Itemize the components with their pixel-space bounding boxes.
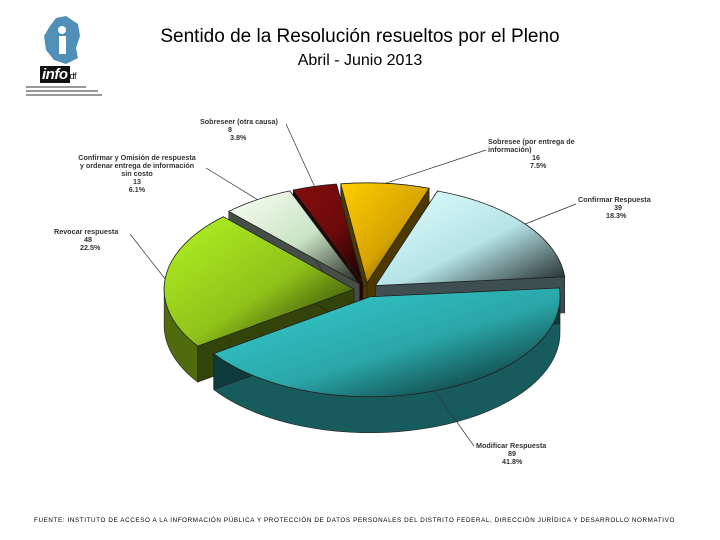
logo-wordmark: info df bbox=[40, 66, 76, 83]
label-sobreseer-otra: Sobreseer (otra causa) 8 3.8% bbox=[200, 118, 278, 142]
label-modificar-value: 89 bbox=[508, 449, 516, 458]
label-confirmar-value: 39 bbox=[614, 203, 622, 212]
logo-suffix: df bbox=[69, 71, 77, 81]
label-sobreseer-otra-line1: Sobreseer (otra causa) bbox=[200, 117, 278, 126]
label-confirmar: Confirmar Respuesta 39 18.3% bbox=[578, 196, 651, 220]
label-revocar-value: 48 bbox=[84, 235, 92, 244]
leader-line bbox=[385, 149, 487, 184]
label-omision-line1: Confirmar y Omisión de respuesta bbox=[78, 153, 196, 162]
label-modificar: Modificar Respuesta 89 41.8% bbox=[476, 442, 546, 466]
label-sobreseer-otra-value: 8 bbox=[228, 125, 232, 134]
infodf-logo: info df bbox=[26, 14, 106, 96]
label-revocar-percent: 22.5% bbox=[80, 243, 101, 252]
leader-line bbox=[205, 167, 258, 200]
label-omision-percent: 6.1% bbox=[128, 185, 146, 194]
label-omision-line3: sin costo bbox=[121, 169, 153, 178]
leader-line bbox=[129, 233, 166, 280]
label-sobresee-entrega-percent: 7.5% bbox=[530, 161, 547, 170]
chart-subtitle: Abril - Junio 2013 bbox=[297, 52, 423, 69]
pie-slice-top-revocar-respuesta bbox=[163, 216, 356, 347]
label-modificar-percent: 41.8% bbox=[502, 457, 523, 466]
leader-line bbox=[434, 390, 475, 447]
leader-line bbox=[525, 203, 577, 225]
label-omision-line2: y ordenar entrega de información bbox=[79, 161, 195, 170]
label-revocar-line1: Revocar respuesta bbox=[54, 227, 119, 236]
label-sobresee-entrega-line2: información) bbox=[488, 145, 532, 154]
label-confirmar-line1: Confirmar Respuesta bbox=[578, 195, 651, 204]
logo-caption-lines bbox=[26, 86, 102, 98]
logo-text: info bbox=[40, 66, 70, 83]
label-sobresee-entrega-value: 16 bbox=[532, 153, 540, 162]
label-modificar-line1: Modificar Respuesta bbox=[476, 441, 547, 450]
label-confirmar-percent: 18.3% bbox=[606, 211, 627, 220]
leader-line bbox=[285, 123, 315, 187]
label-sobresee-entrega: Sobresee (por entrega de información) 16… bbox=[488, 138, 575, 170]
label-omision-value: 13 bbox=[133, 177, 141, 186]
label-sobreseer-otra-percent: 3.8% bbox=[230, 133, 247, 142]
logo-emblem-icon bbox=[44, 16, 80, 64]
label-sobresee-entrega-line1: Sobresee (por entrega de bbox=[488, 137, 575, 146]
pie-slice-top-confirmar-y-omisi-n-de-respuesta-y-ordenar-entrega-de-informaci-n-sin-costo bbox=[227, 190, 360, 285]
source-footnote: FUENTE: INSTITUTO DE ACCESO A LA INFORMA… bbox=[34, 517, 675, 524]
chart-title: Sentido de la Resolución resueltos por e… bbox=[160, 26, 560, 47]
label-omision: Confirmar y Omisión de respuesta y orden… bbox=[70, 154, 204, 194]
label-revocar: Revocar respuesta 48 22.5% bbox=[54, 228, 118, 252]
